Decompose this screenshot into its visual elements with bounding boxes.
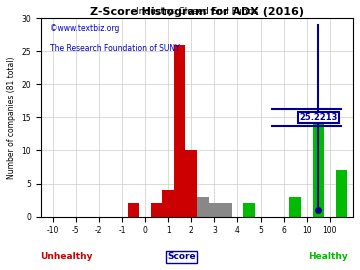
Bar — [185, 150, 197, 217]
Bar — [174, 45, 185, 217]
Text: ©www.textbiz.org: ©www.textbiz.org — [50, 24, 120, 33]
Title: Z-Score Histogram for ADX (2016): Z-Score Histogram for ADX (2016) — [90, 7, 304, 17]
Bar — [289, 197, 301, 217]
Bar — [128, 203, 139, 217]
Bar — [336, 170, 347, 217]
Y-axis label: Number of companies (81 total): Number of companies (81 total) — [7, 56, 16, 178]
Bar — [312, 124, 324, 217]
Bar — [208, 203, 220, 217]
Text: Healthy: Healthy — [308, 252, 348, 261]
Bar — [151, 203, 162, 217]
Text: The Research Foundation of SUNY: The Research Foundation of SUNY — [50, 44, 180, 53]
Bar — [220, 203, 232, 217]
Text: Score: Score — [167, 252, 196, 261]
Bar — [197, 197, 208, 217]
Text: Unhealthy: Unhealthy — [40, 252, 92, 261]
Bar — [243, 203, 255, 217]
Text: Industry: Closed End Funds: Industry: Closed End Funds — [136, 7, 258, 16]
Bar — [162, 190, 174, 217]
Text: 25.2213: 25.2213 — [299, 113, 338, 122]
